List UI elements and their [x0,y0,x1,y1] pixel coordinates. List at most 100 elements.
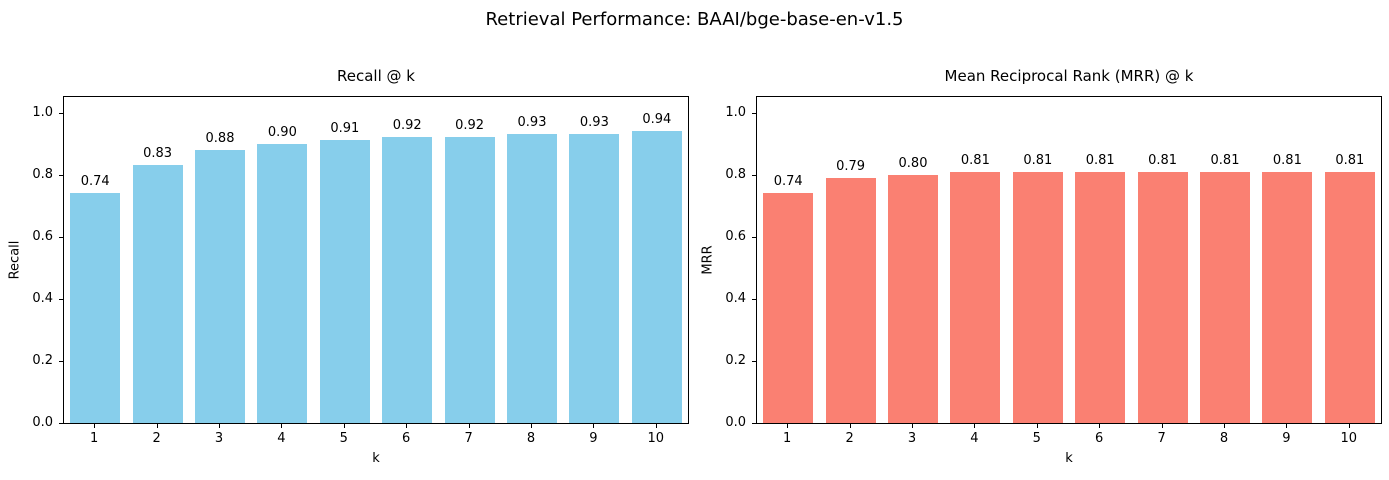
y-tick-label: 0.4 [32,290,53,306]
bar-value-label-k5: 0.91 [330,121,360,137]
x-tick-mark [974,424,976,428]
y-tick-mark [59,298,63,300]
x-tick-label: 1 [90,431,99,446]
x-tick-label: 6 [402,431,411,446]
bar-value-label-k7: 0.81 [1148,152,1178,168]
bar-value-label-k7: 0.92 [455,118,485,134]
x-tick-mark [1348,424,1350,428]
y-tick-label: 0.0 [725,415,746,430]
y-tick-mark [752,236,756,238]
y-tick-label: 0.2 [32,352,53,368]
bar-value-label-k6: 0.92 [392,118,422,134]
bar-k2 [132,165,183,423]
bar-k2 [825,177,876,423]
x-tick-mark [219,424,220,428]
x-tick-label: 9 [1282,431,1291,446]
bar-k10 [1324,171,1375,423]
bar-value-label-k4: 0.81 [960,152,990,168]
y-tick-mark [752,174,756,176]
y-tick-label: 0.8 [32,166,53,182]
x-tick-mark [1224,424,1225,428]
bar-value-label-k2: 0.83 [143,146,173,162]
y-tick-mark [752,423,756,424]
figure-suptitle: Retrieval Performance: BAAI/bge-base-en-… [485,9,904,30]
mrr-chart-panel: Mean Reciprocal Rank (MRR) @ k MRR 0.74 0… [701,0,1382,480]
bar-value-label-k3: 0.88 [205,130,235,146]
bar-value-label-k9: 0.81 [1272,152,1302,168]
bar-k8 [507,134,557,423]
bar-value-label-k6: 0.81 [1085,152,1115,168]
x-tick-label: 7 [464,431,473,446]
bar-k6 [382,137,433,423]
mrr-plot-area: 0.74 0.79 0.80 0.81 0.81 0.81 0.81 0.81 0.81 0.81 [756,96,1382,424]
x-tick-label: 5 [339,431,348,446]
x-tick-mark [1036,424,1038,428]
y-tick-mark [59,423,63,424]
bar-k7 [444,137,495,423]
bar-k3 [195,149,245,423]
x-tick-mark [849,424,851,428]
bar-k5 [319,140,370,423]
recall-y-axis-label: Recall [7,240,23,280]
bar-value-label-k1: 0.74 [80,174,110,190]
x-tick-label: 8 [526,431,536,446]
bar-k9 [1262,171,1313,423]
y-tick-mark [59,236,63,238]
x-tick-label: 1 [783,431,792,446]
x-tick-label: 10 [1340,431,1358,446]
bar-value-label-k8: 0.93 [517,115,547,131]
mrr-x-axis-label: k [1065,451,1073,466]
bar-k1 [70,193,121,423]
recall-x-axis-label: k [372,451,380,466]
bar-value-label-k5: 0.81 [1023,152,1053,168]
y-tick-label: 0.8 [725,166,746,182]
mrr-y-axis-label: MRR [700,245,716,275]
x-tick-mark [468,424,470,428]
x-tick-mark [787,424,789,428]
bar-k7 [1137,171,1188,423]
bar-k3 [888,174,938,423]
bar-value-label-k4: 0.90 [267,124,297,140]
x-tick-label: 7 [1157,431,1166,446]
x-tick-mark [343,424,345,428]
bar-k9 [569,134,620,423]
y-tick-mark [752,298,756,300]
recall-chart-title: Recall @ k [337,67,415,85]
x-tick-mark [406,424,408,428]
y-tick-label: 1.0 [725,104,746,120]
x-tick-mark [1099,424,1101,428]
bar-k4 [257,143,308,423]
x-tick-label: 2 [845,431,854,446]
bar-value-label-k2: 0.79 [836,158,866,174]
bar-value-label-k10: 0.81 [1335,152,1365,168]
x-tick-label: 9 [589,431,598,446]
x-tick-mark [94,424,96,428]
bar-value-label-k3: 0.80 [898,155,928,171]
x-tick-label: 4 [970,431,979,446]
y-tick-label: 0.4 [725,290,746,306]
mrr-chart-title: Mean Reciprocal Rank (MRR) @ k [944,67,1194,85]
bar-value-label-k1: 0.74 [773,174,803,190]
bar-k4 [950,171,1001,423]
x-tick-mark [281,424,283,428]
bar-value-label-k10: 0.94 [642,112,672,128]
y-tick-mark [752,360,756,362]
x-tick-mark [655,424,657,428]
x-tick-label: 2 [152,431,161,446]
x-tick-mark [531,424,532,428]
x-tick-mark [593,424,595,428]
y-tick-mark [59,360,63,362]
y-tick-label: 0.0 [32,415,53,430]
y-tick-mark [59,174,63,176]
recall-chart-panel: Recall @ k Recall 0.74 0.83 0.88 0.90 0.91 0.… [8,0,689,480]
x-tick-label: 10 [647,431,665,446]
x-tick-label: 6 [1095,431,1104,446]
x-tick-label: 3 [214,431,224,446]
bar-k1 [763,193,814,423]
x-tick-mark [1161,424,1163,428]
bar-k8 [1200,171,1250,423]
x-tick-mark [156,424,158,428]
bar-value-label-k8: 0.81 [1210,152,1240,168]
y-tick-label: 0.2 [725,352,746,368]
